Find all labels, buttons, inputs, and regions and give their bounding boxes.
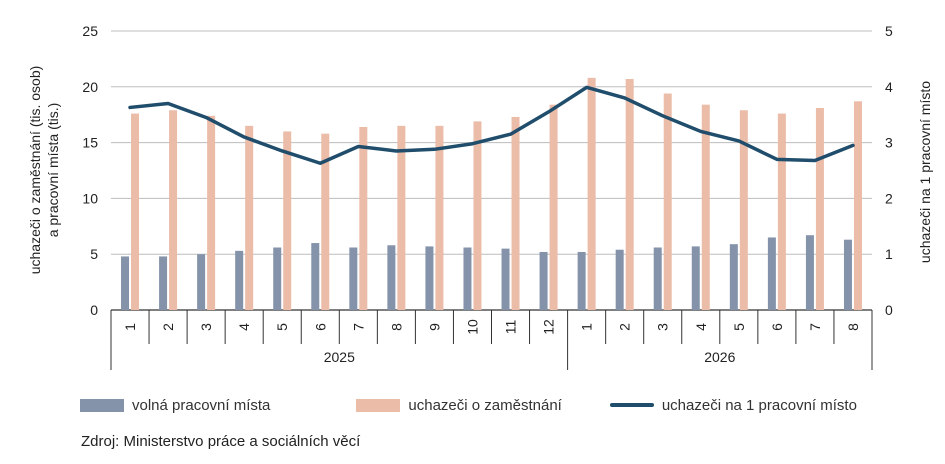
bar-jobseekers [663,93,672,310]
bar-vacancies [273,247,282,310]
y-left-tick-label: 0 [90,302,98,318]
x-tick-label: 6 [312,323,328,331]
x-tick-label: 9 [426,323,442,331]
bar-jobseekers [473,121,482,311]
y-right-tick-label: 1 [885,246,893,262]
bar-vacancies [615,249,624,310]
x-tick-label: 8 [388,323,404,331]
bar-vacancies [767,237,776,310]
source-note: Zdroj: Ministerstvo práce a sociálních v… [81,433,361,450]
bar-jobseekers [397,125,406,310]
x-tick-label: 4 [236,323,252,331]
x-tick-label: 1 [122,323,138,331]
x-tick-label: 11 [503,320,519,335]
y-right-tick-label: 2 [885,190,893,206]
bar-jobseekers [549,104,558,310]
bar-jobseekers [283,131,292,310]
bar-vacancies [729,244,738,310]
bar-jobseekers [587,77,596,310]
y-left-tick-label: 5 [90,246,98,262]
bar-jobseekers [739,110,748,311]
bar-jobseekers [625,78,634,310]
bar-vacancies [349,247,358,310]
bar-jobseekers [701,104,710,310]
x-tick-label: 10 [464,319,480,335]
legend-item-vacancies: volná pracovní místa [80,397,270,414]
x-tick-label: 8 [845,323,861,331]
y-left-axis-title: a pracovní místa (tis.) [45,103,61,238]
legend-item-ratio: uchazeči na 1 pracovní místo [609,396,857,414]
x-tick-label: 1 [579,323,595,331]
y-right-axis-title: uchazeči na 1 pracovní místo [917,81,933,263]
x-tick-label: 6 [769,323,785,331]
y-left-tick-label: 20 [82,79,98,95]
x-tick-label: 3 [655,323,671,331]
y-left-axis-title: uchazeči o zaměstnání (tis. osob) [27,66,43,275]
bar-jobseekers [131,113,140,310]
bar-jobseekers [511,116,520,310]
x-tick-label: 5 [274,323,290,331]
bar-jobseekers [207,115,216,310]
x-tick-label: 7 [807,323,823,331]
legend-label-ratio: uchazeči na 1 pracovní místo [661,396,857,414]
bar-vacancies [121,256,130,310]
x-tick-label: 2 [617,323,633,331]
bar-vacancies [501,248,510,310]
y-right-tick-label: 0 [885,302,893,318]
bar-jobseekers [169,110,178,311]
y-left-tick-label: 15 [82,135,98,151]
legend-label-vacancies: volná pracovní místa [132,396,271,414]
bar-jobseekers [777,113,786,310]
bar-vacancies [311,243,320,310]
bar-vacancies [387,245,396,310]
y-left-tick-label: 25 [82,23,98,39]
x-tick-label: 12 [541,319,557,335]
bar-vacancies [159,256,168,310]
y-right-tick-label: 5 [885,23,893,39]
x-tick-label: 3 [198,323,214,331]
bar-vacancies [197,254,206,310]
x-tick-label: 5 [731,323,747,331]
bar-vacancies [805,235,814,310]
bar-jobseekers [321,133,330,310]
bar-vacancies [577,251,586,310]
legend-swatch-vacancies [80,398,124,412]
bar-jobseekers [359,126,368,310]
y-left-tick-label: 10 [82,190,98,206]
bar-jobseekers [815,108,824,310]
y-right-tick-label: 4 [885,79,893,95]
bar-vacancies [691,246,700,310]
bar-vacancies [235,250,244,310]
bar-jobseekers [435,125,444,310]
legend-item-jobseekers: uchazeči o zaměstnání [356,396,562,414]
x-tick-label: 4 [693,323,709,331]
x-tick-label: 7 [350,323,366,331]
bar-vacancies [843,239,852,310]
bar-vacancies [539,251,548,310]
bar-vacancies [463,247,472,310]
line-ratio [128,85,855,165]
x-tick-label: 2 [160,323,176,331]
bar-jobseekers [853,101,862,310]
bar-vacancies [653,247,662,310]
y-right-tick-label: 3 [885,135,893,151]
year-label: 2026 [704,349,735,365]
legend-swatch-jobseekers [356,398,401,412]
bar-jobseekers [245,125,254,310]
legend: volná pracovní místa uchazeči o zaměstná… [80,393,940,417]
legend-label-jobseekers: uchazeči o zaměstnání [408,396,562,414]
year-label: 2025 [324,349,355,365]
legend-line-ratio [609,403,654,407]
bar-vacancies [425,246,434,310]
